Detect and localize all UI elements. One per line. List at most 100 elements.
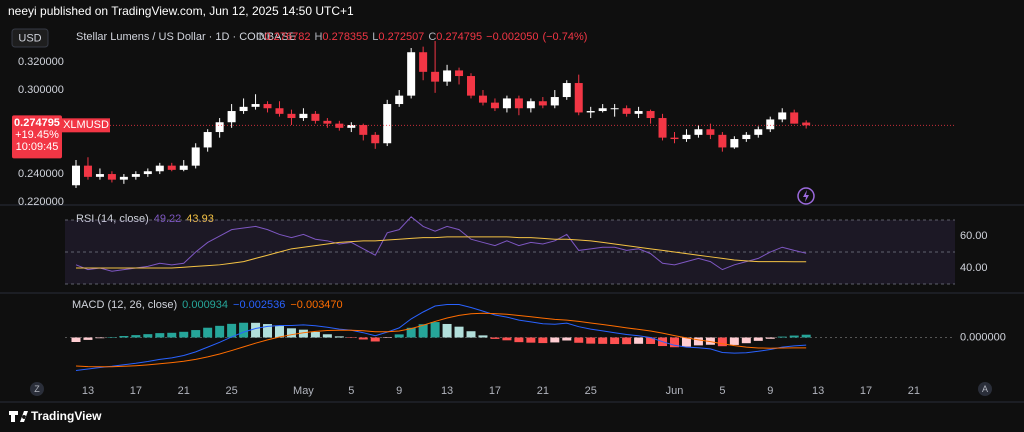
- y-tick-label: 0.300000: [18, 84, 64, 96]
- legend-prefix: H: [314, 31, 322, 43]
- last-price-box: [12, 115, 62, 159]
- legend-prefix: O: [256, 31, 265, 43]
- macd-histogram-bar: [131, 335, 141, 338]
- candle-body: [598, 108, 607, 112]
- candle-body: [574, 83, 583, 113]
- macd-histogram-bar: [167, 332, 177, 338]
- macd-histogram-bar: [83, 337, 93, 340]
- candle-body: [526, 101, 535, 109]
- x-tick-label: 13: [812, 385, 824, 397]
- x-tick-label: 9: [396, 385, 402, 397]
- macd-histogram-bar: [286, 328, 296, 338]
- macd-histogram-bar: [538, 337, 548, 344]
- symbol-title: Stellar Lumens / US Dollar · 1D · COINBA…: [76, 31, 296, 43]
- candle-body: [646, 111, 655, 119]
- alert-circle[interactable]: [797, 187, 815, 205]
- footer-logo: [9, 411, 28, 422]
- macd-histogram-bar: [670, 337, 679, 348]
- candle-body: [167, 165, 176, 170]
- rsi-line: [76, 236, 807, 269]
- candle-body: [718, 134, 727, 148]
- scale-button-label[interactable]: Z: [34, 384, 40, 394]
- candle-body: [766, 119, 775, 130]
- scale-button-label[interactable]: A: [982, 384, 988, 394]
- candle-body: [478, 95, 487, 103]
- macd-histogram-bar: [298, 329, 308, 338]
- macd-histogram-bar: [406, 327, 416, 338]
- rsi-ma-last: 43.93: [186, 213, 214, 225]
- candle-body: [359, 125, 368, 135]
- candle-body: [143, 171, 152, 175]
- candle-body: [490, 102, 499, 109]
- macd-histogram-bar: [610, 337, 620, 345]
- y-tick-label: 0.320000: [18, 56, 64, 68]
- alert-bolt[interactable]: [803, 190, 809, 202]
- macd-histogram-bar: [514, 337, 524, 343]
- macd-histogram-bar: [705, 337, 715, 345]
- candle-body: [215, 122, 224, 133]
- macd-tick-label: 0.000000: [960, 331, 1006, 343]
- alert-icon[interactable]: [797, 187, 815, 205]
- footer-brand: TradingView: [31, 409, 102, 423]
- macd-histogram-bar: [155, 333, 165, 338]
- macd-histogram-bar: [334, 336, 344, 338]
- macd-histogram-bar: [789, 335, 799, 338]
- candle-body: [311, 113, 320, 121]
- y-tick-label: 0.240000: [18, 168, 64, 180]
- macd-histogram-bar: [442, 323, 452, 338]
- macd-histogram-bar: [370, 337, 380, 342]
- x-tick-label: 17: [130, 385, 142, 397]
- candle-body: [514, 98, 523, 109]
- macd-histogram-bar: [466, 331, 476, 338]
- macd-name: MACD (12, 26, close): [72, 299, 177, 311]
- candle-body: [299, 113, 308, 119]
- candle-body: [754, 129, 763, 135]
- scale-button[interactable]: [30, 382, 44, 396]
- candle-body: [239, 106, 248, 112]
- candle-body: [371, 134, 380, 144]
- macd-histogram-bar: [454, 326, 464, 338]
- macd-histogram-bar: [382, 337, 392, 338]
- candle-body: [323, 120, 332, 124]
- x-tick-label: 21: [178, 385, 190, 397]
- candle-body: [538, 101, 547, 106]
- macd-hist-last: 0.000934: [182, 299, 228, 311]
- macd-histogram-bar: [729, 337, 739, 345]
- candle-body: [622, 108, 631, 114]
- macd-line: [75, 312, 807, 368]
- macd-histogram-bar: [95, 337, 105, 339]
- y-tick-label: 0.220000: [18, 196, 64, 208]
- candle-body: [395, 95, 404, 105]
- macd-histogram-bar: [119, 336, 129, 338]
- candle-body: [550, 97, 559, 106]
- legend-prefix: C: [428, 31, 436, 43]
- candle-body: [227, 111, 236, 123]
- rsi-tick-label: 60.00: [960, 230, 988, 242]
- macd-histogram-bar: [681, 337, 691, 347]
- macd-histogram-bar: [179, 331, 189, 338]
- scale-button[interactable]: [978, 382, 992, 396]
- currency-button[interactable]: [11, 28, 49, 48]
- symbol-box: [62, 118, 110, 133]
- macd-histogram-bar: [777, 336, 787, 338]
- macd-histogram-bar: [586, 337, 596, 344]
- macd-line: [75, 304, 807, 371]
- macd-histogram-bar: [717, 337, 727, 347]
- legend-high: 0.278355: [322, 31, 368, 43]
- candle-body: [443, 70, 452, 82]
- x-tick-label: 5: [348, 385, 354, 397]
- macd-histogram-bar: [634, 337, 644, 344]
- rsi-last: 49.22: [154, 213, 182, 225]
- symbol-label: XLMUSD: [63, 119, 109, 131]
- candle-body: [419, 52, 428, 72]
- candle-body: [287, 113, 296, 119]
- candle-body: [682, 134, 691, 140]
- candle-body: [778, 112, 787, 120]
- rsi-line: [75, 216, 807, 272]
- x-tick-label: 9: [767, 385, 773, 397]
- macd-histogram-bar: [753, 337, 763, 341]
- candle-body: [455, 70, 464, 77]
- candle-body: [610, 108, 619, 110]
- x-tick-label: 17: [860, 385, 872, 397]
- currency-label[interactable]: USD: [18, 32, 41, 44]
